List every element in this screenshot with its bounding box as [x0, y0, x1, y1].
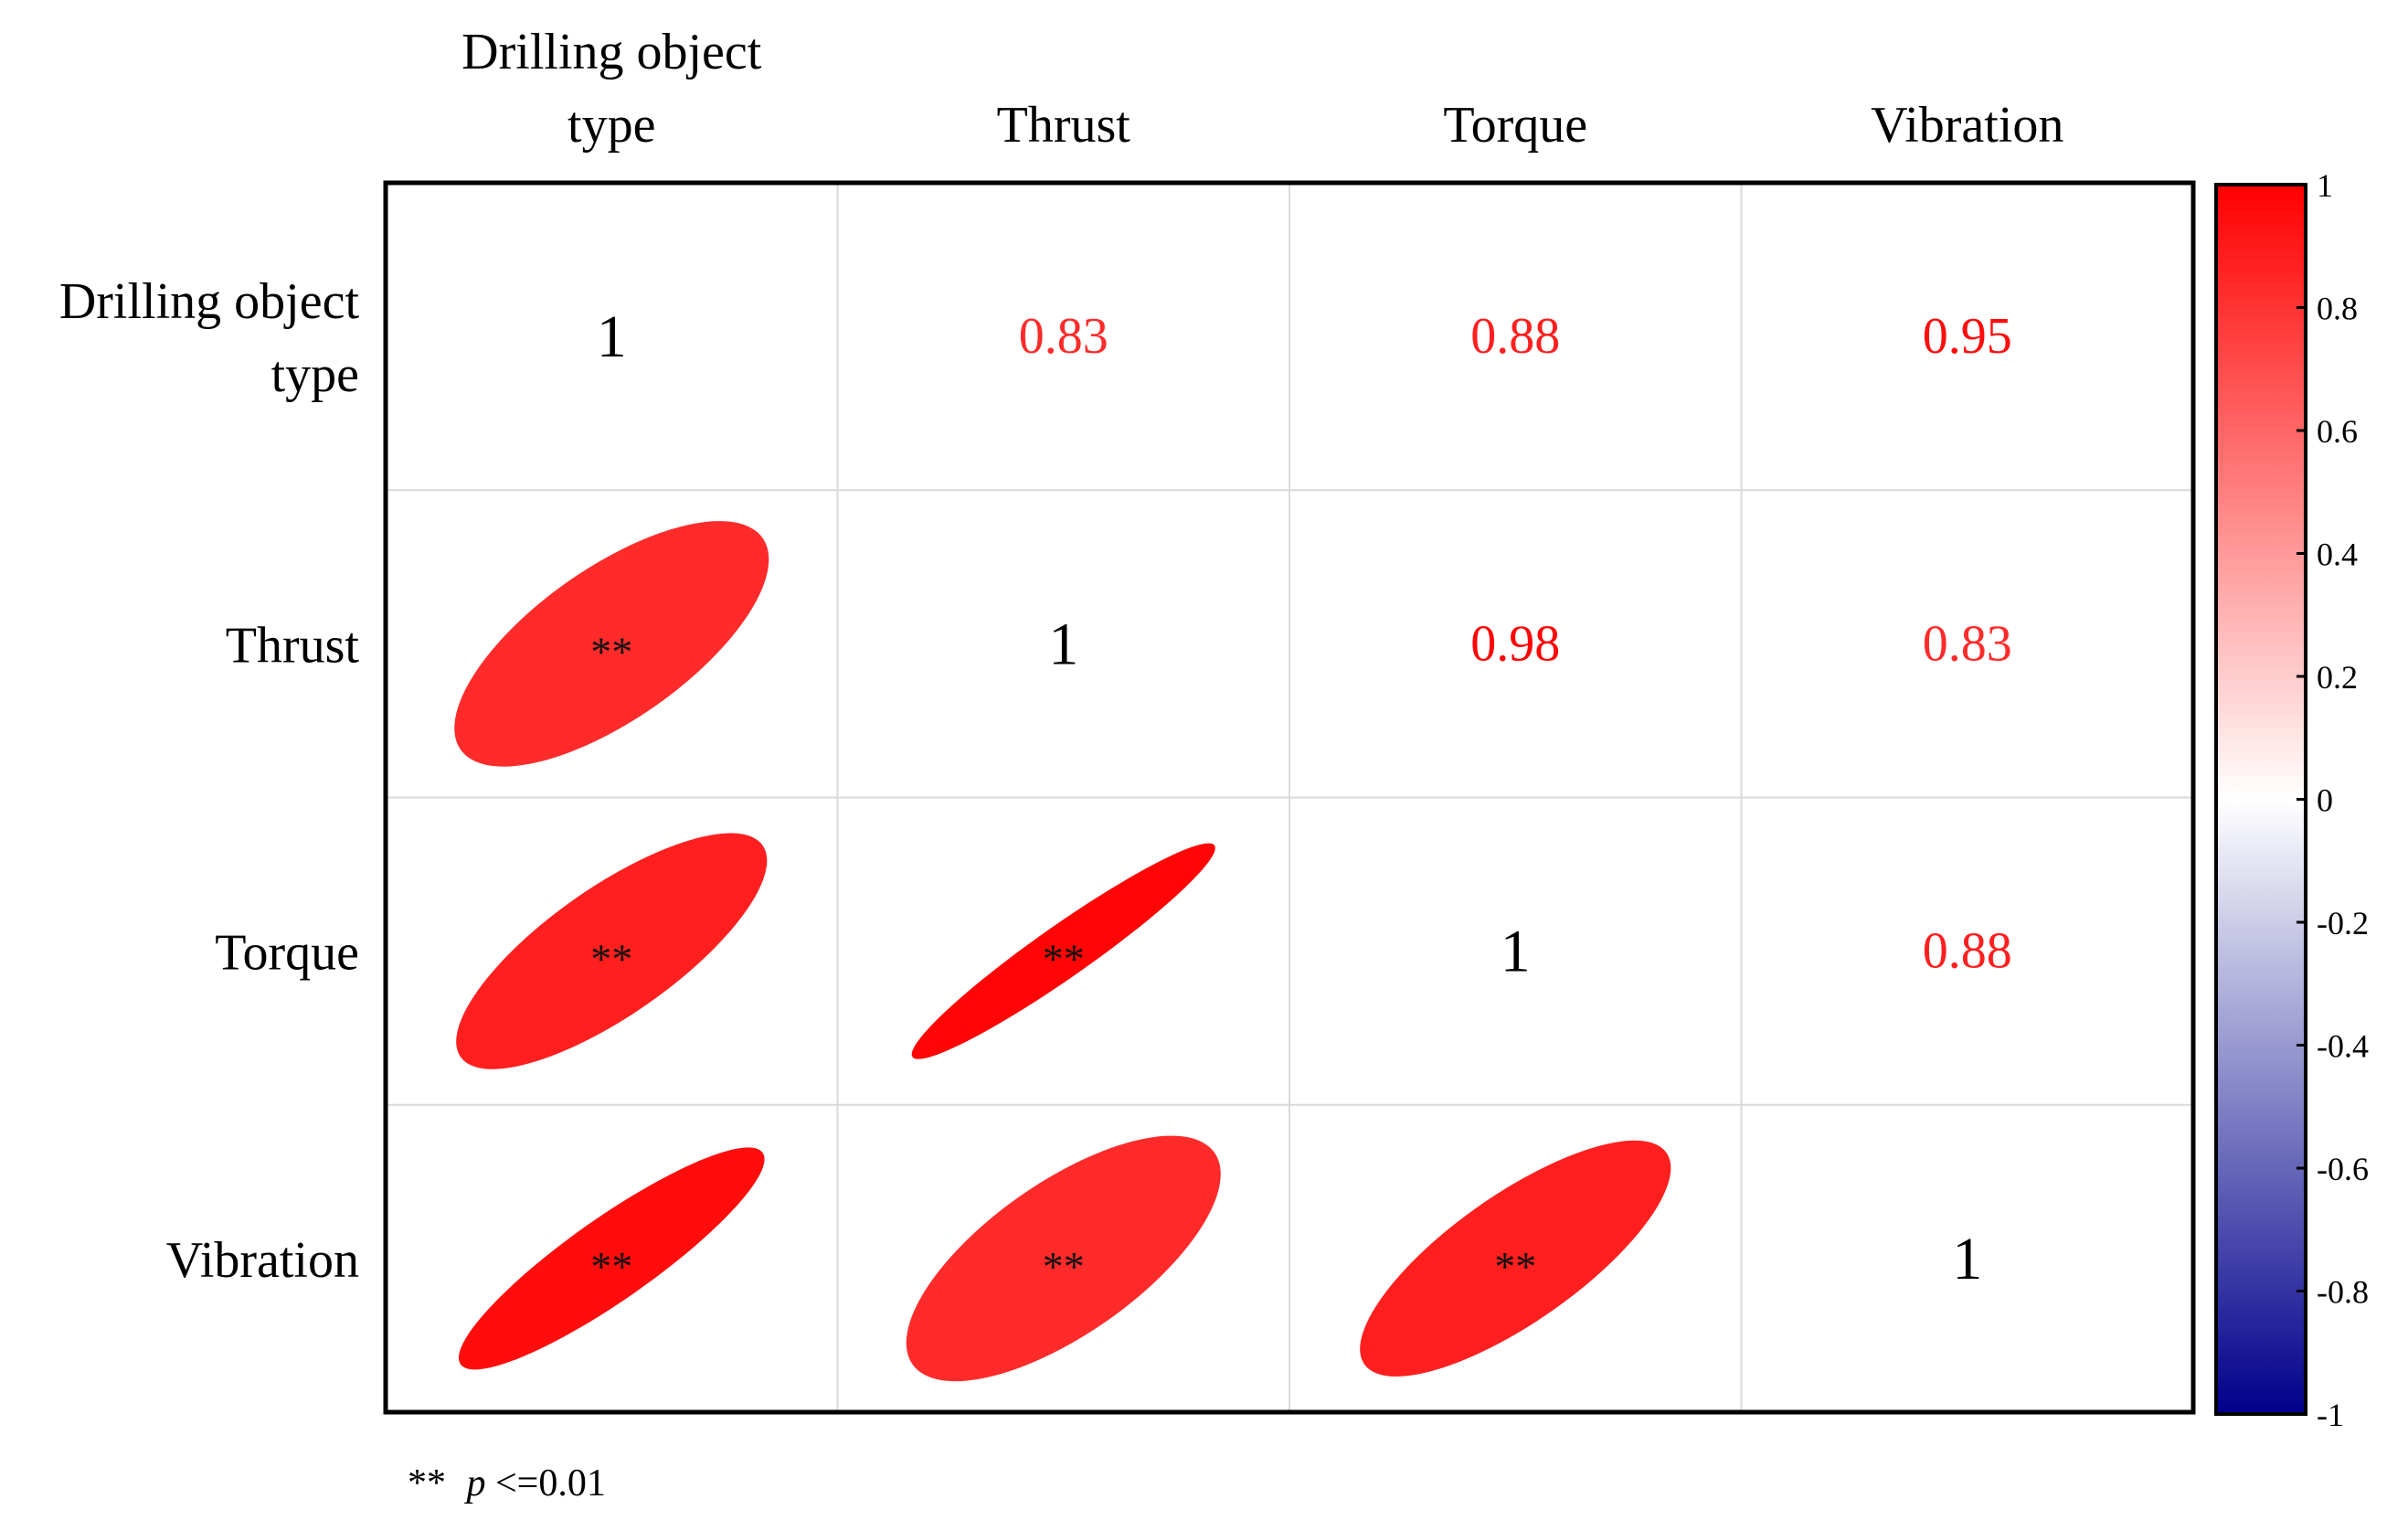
- colorbar-tick-label: -1: [2317, 1397, 2344, 1433]
- column-label: Thrust: [997, 97, 1131, 154]
- column-label: Torque: [1443, 97, 1587, 154]
- significance-marker: **: [1043, 1243, 1085, 1290]
- footnote-marker: **: [408, 1462, 446, 1504]
- colorbar-tick-label: 0.8: [2317, 291, 2358, 327]
- correlation-ellipse: [911, 843, 1215, 1059]
- significance-marker: **: [590, 1243, 632, 1290]
- colorbar-tick-label: -0.6: [2317, 1151, 2369, 1187]
- correlation-ellipse: [1360, 1140, 1671, 1377]
- diagonal-value: 1: [1048, 611, 1078, 677]
- diagonal-value: 1: [1952, 1226, 1982, 1292]
- colorbar-ticks: 1 0.8 0.6 0.4 0.2 0 -0.2 -0.4 -0.6 -0.8 -1: [2297, 167, 2369, 1433]
- correlation-value: 0.83: [1019, 308, 1109, 365]
- row-labels: Drilling object type Thrust Torque Vibration: [59, 273, 360, 1289]
- diagonal-value: 1: [1501, 919, 1531, 985]
- matrix-cells: 1 0.83 0.88 0.95 ** 1 0.98 0.83 ** ** 1 0.88 ** ** ** 1: [454, 303, 2012, 1382]
- colorbar-tick-label: 0.4: [2317, 537, 2358, 573]
- grid-lines: [386, 183, 2193, 1412]
- significance-marker: **: [1494, 1243, 1536, 1290]
- significance-marker: **: [590, 628, 632, 675]
- colorbar-tick-label: 0.2: [2317, 659, 2358, 696]
- diagonal-value: 1: [597, 303, 627, 370]
- colorbar-tick-label: -0.4: [2317, 1028, 2369, 1065]
- footnote-symbol: p: [464, 1462, 486, 1504]
- correlation-ellipse: [456, 833, 768, 1069]
- column-label: Vibration: [1871, 97, 2063, 154]
- column-label: Drilling object type: [461, 24, 762, 154]
- significance-footnote: ** p <=0.01: [408, 1462, 606, 1504]
- correlation-ellipse: [906, 1135, 1221, 1382]
- colorbar-tick-label: 0: [2317, 782, 2333, 819]
- colorbar-tick-label: 1: [2317, 167, 2333, 204]
- correlation-value: 0.83: [1923, 615, 2012, 672]
- correlation-value: 0.95: [1923, 308, 2012, 365]
- colorbar-tick-label: -0.8: [2317, 1274, 2369, 1311]
- significance-marker: **: [590, 936, 632, 983]
- correlation-value: 0.88: [1470, 308, 1560, 365]
- correlation-ellipse: [458, 1147, 765, 1370]
- colorbar: 1 0.8 0.6 0.4 0.2 0 -0.2 -0.4 -0.6 -0.8 -1: [2214, 167, 2369, 1433]
- significance-marker: **: [1043, 936, 1085, 983]
- row-label: Thrust: [226, 617, 360, 674]
- correlation-value: 0.88: [1923, 923, 2012, 980]
- row-label: Vibration: [166, 1232, 359, 1289]
- column-labels: Drilling object type Thrust Torque Vibration: [461, 24, 2063, 154]
- colorbar-tick-label: 0.6: [2317, 413, 2358, 450]
- matrix-frame: [383, 180, 2196, 1415]
- colorbar-gradient: [2214, 183, 2307, 1416]
- row-label: Drilling object type: [59, 273, 360, 403]
- row-label: Torque: [215, 925, 359, 982]
- correlation-value: 0.98: [1470, 615, 1560, 672]
- footnote-text: <=0.01: [495, 1462, 606, 1504]
- correlation-ellipse: [454, 521, 769, 767]
- colorbar-tick-label: -0.2: [2317, 905, 2369, 941]
